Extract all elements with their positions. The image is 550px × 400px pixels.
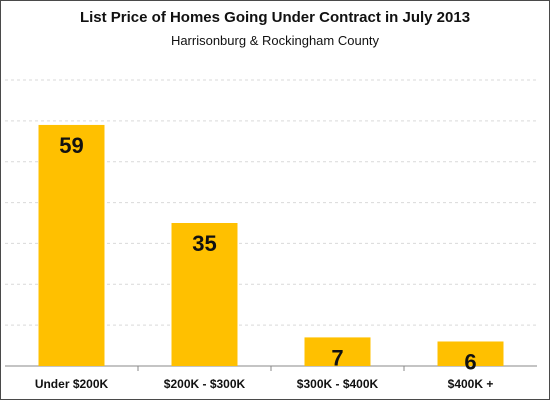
bar <box>437 341 504 366</box>
chart-title: List Price of Homes Going Under Contract… <box>79 9 471 26</box>
x-tick-label: Under $200K <box>35 377 109 391</box>
data-label: 35 <box>192 231 216 256</box>
bar <box>171 223 238 366</box>
data-label: 6 <box>464 349 476 374</box>
x-tick-label: $400K + <box>448 377 494 391</box>
x-tick-label: $200K - $300K <box>164 377 246 391</box>
x-tick-label: $300K - $400K <box>297 377 379 391</box>
bar <box>38 124 105 366</box>
data-label: 7 <box>331 345 343 370</box>
bar <box>304 337 371 366</box>
data-label: 59 <box>59 133 83 158</box>
chart-subtitle: Harrisonburg & Rockingham County <box>170 33 380 48</box>
